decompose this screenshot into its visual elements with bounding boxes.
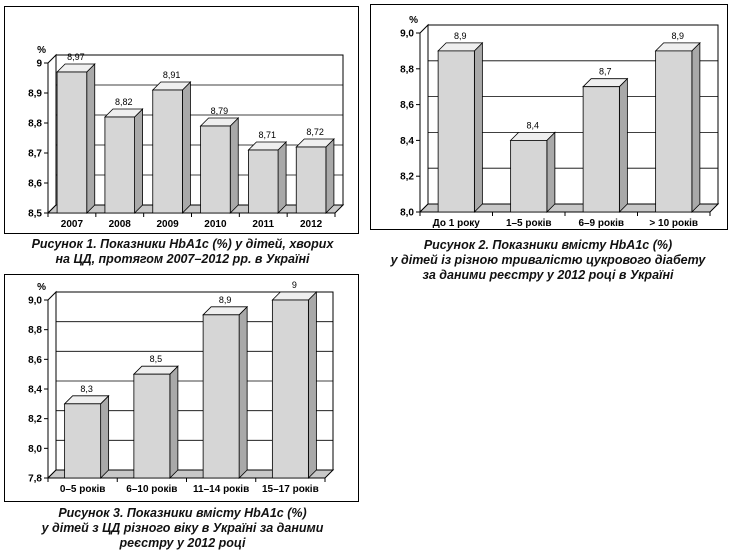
chart-2-data-label: 8,4: [526, 120, 539, 130]
chart-3-bar: [271, 299, 309, 479]
chart-3-bar-side: [238, 305, 248, 479]
chart-2-data-label: 8,7: [599, 67, 612, 77]
chart-1-caption-line-1: Рисунок 1. Показники HbA1c (%) у дітей, …: [31, 237, 334, 251]
chart-2-x-tick-label: 1–5 років: [506, 218, 552, 229]
chart-1-caption: Рисунок 1. Показники HbA1c (%) у дітей, …: [0, 237, 365, 267]
chart-1-data-label: 8,82: [115, 97, 133, 107]
chart-3-bar-top: [202, 306, 249, 316]
chart-3-bar-side: [100, 394, 110, 479]
chart-1-x-tick-label: 2007: [61, 219, 84, 230]
chart-2-y-tick-label: 8,0: [400, 208, 414, 219]
chart-3-caption: Рисунок 3. Показники вмісту HbA1c (%) у …: [0, 506, 365, 551]
chart-3-caption-line-3: реєстру у 2012 році: [119, 536, 246, 550]
chart-1-y-tick-label: 8,7: [28, 149, 42, 160]
chart-3-x-tick-label: 11–14 років: [193, 484, 249, 495]
chart-2-bar: [582, 86, 620, 213]
chart-1-bar: [104, 116, 135, 214]
chart-3-data-label: 8,9: [219, 295, 232, 305]
chart-3-bar: [202, 314, 240, 479]
chart-2-y-tick-label: 8,8: [400, 64, 414, 75]
chart-3-bar-side: [307, 291, 317, 479]
chart-2-y-tick-label: 9,0: [400, 29, 414, 40]
chart-2-caption-line-2: у дітей із різною тривалістю цукрового д…: [390, 253, 706, 267]
chart-1-y-tick-label: 8,9: [28, 89, 42, 100]
chart-1-bar: [56, 71, 88, 214]
chart-1-data-label: 8,97: [67, 52, 85, 62]
chart-3-data-label: 8,5: [150, 354, 163, 364]
chart-3-caption-line-1: Рисунок 3. Показники вмісту HbA1c (%): [58, 506, 307, 520]
chart-3-y-tick-label: 8,4: [28, 385, 42, 396]
chart-1-bar: [248, 149, 279, 214]
chart-3-data-label: 9: [292, 280, 297, 290]
chart-2-x-tick-label: 6–9 років: [578, 218, 624, 229]
chart-3-y-unit: %: [37, 282, 46, 293]
chart-3-y-tick-label: 8,0: [28, 444, 42, 455]
chart-3-y-tick-label: 7,8: [28, 474, 42, 485]
chart-3-bar: [64, 403, 102, 479]
chart-3-bar-top: [132, 365, 179, 375]
chart-1-bar: [200, 125, 231, 214]
chart-2-data-label: 8,9: [454, 31, 467, 41]
chart-3-x-tick-label: 6–10 років: [126, 484, 177, 495]
chart-2-caption-line-3: за даними реєстру у 2012 році в Україні: [422, 268, 674, 282]
chart-2-caption: Рисунок 2. Показники вмісту HbA1c (%) у …: [365, 238, 731, 283]
chart-1-x-tick-label: 2009: [156, 219, 179, 230]
chart-1-x-tick-label: 2011: [252, 219, 274, 230]
chart-3-y-tick-label: 9,0: [28, 296, 42, 307]
chart-1-data-label: 8,72: [306, 127, 324, 137]
chart-3-bar: [133, 373, 171, 479]
chart-1-x-tick-label: 2012: [300, 219, 323, 230]
chart-1-data-label: 8,71: [258, 130, 276, 140]
chart-2-y-unit: %: [409, 15, 418, 26]
chart-2-data-label: 8,9: [671, 31, 684, 41]
chart-2-bar: [655, 50, 693, 213]
chart-1-x-tick-label: 2010: [204, 219, 227, 230]
chart-2-y-tick-label: 8,4: [400, 136, 414, 147]
chart-2-y-tick-label: 8,2: [400, 172, 414, 183]
chart-2-bar: [437, 50, 475, 213]
chart-1-y-tick-label: 9: [36, 59, 42, 70]
chart-2-x-tick-label: > 10 років: [649, 218, 698, 229]
chart-1-plot-area: [55, 54, 344, 206]
chart-1-caption-line-2: на ЦД, протягом 2007–2012 рр. в Україні: [55, 252, 310, 266]
chart-2-y-tick-label: 8,6: [400, 100, 414, 111]
chart-2-caption-line-1: Рисунок 2. Показники вмісту HbA1c (%): [423, 238, 673, 252]
chart-2-bar: [510, 139, 548, 213]
chart-1-y-unit: %: [37, 45, 46, 56]
chart-3-bar-side: [169, 365, 179, 479]
chart-1-bar: [295, 146, 327, 214]
chart-1-bar: [152, 89, 183, 214]
chart-3-data-label: 8,3: [80, 384, 93, 394]
chart-3-bar-top: [271, 291, 318, 301]
chart-3-caption-line-2: у дітей з ЦД різного віку в Україні за д…: [41, 521, 324, 535]
chart-3-bar-top: [63, 395, 110, 405]
chart-3-side-wall: [47, 290, 57, 480]
chart-3-x-tick-label: 0–5 років: [60, 484, 106, 495]
chart-3-y-tick-label: 8,6: [28, 355, 42, 366]
chart-1-x-tick-label: 2008: [109, 219, 132, 230]
chart-1-y-tick-label: 8,8: [28, 119, 42, 130]
chart-3-x-tick-label: 15–17 років: [262, 484, 319, 495]
chart-3-y-tick-label: 8,2: [28, 414, 42, 425]
chart-3-y-tick-label: 8,8: [28, 325, 42, 336]
chart-2-x-tick-label: До 1 року: [433, 218, 481, 229]
chart-1-y-tick-label: 8,5: [28, 209, 42, 220]
chart-1-data-label: 8,79: [211, 106, 229, 116]
chart-1-data-label: 8,91: [163, 70, 181, 80]
chart-1-y-tick-label: 8,6: [28, 179, 42, 190]
